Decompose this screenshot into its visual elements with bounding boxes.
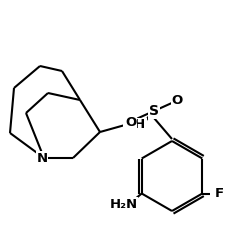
Text: O: O	[125, 115, 136, 128]
Text: S: S	[148, 104, 158, 118]
Text: NH: NH	[123, 119, 146, 132]
Text: O: O	[171, 94, 182, 107]
Text: N: N	[36, 152, 47, 165]
Text: F: F	[214, 187, 223, 200]
Text: H₂N: H₂N	[109, 198, 137, 211]
